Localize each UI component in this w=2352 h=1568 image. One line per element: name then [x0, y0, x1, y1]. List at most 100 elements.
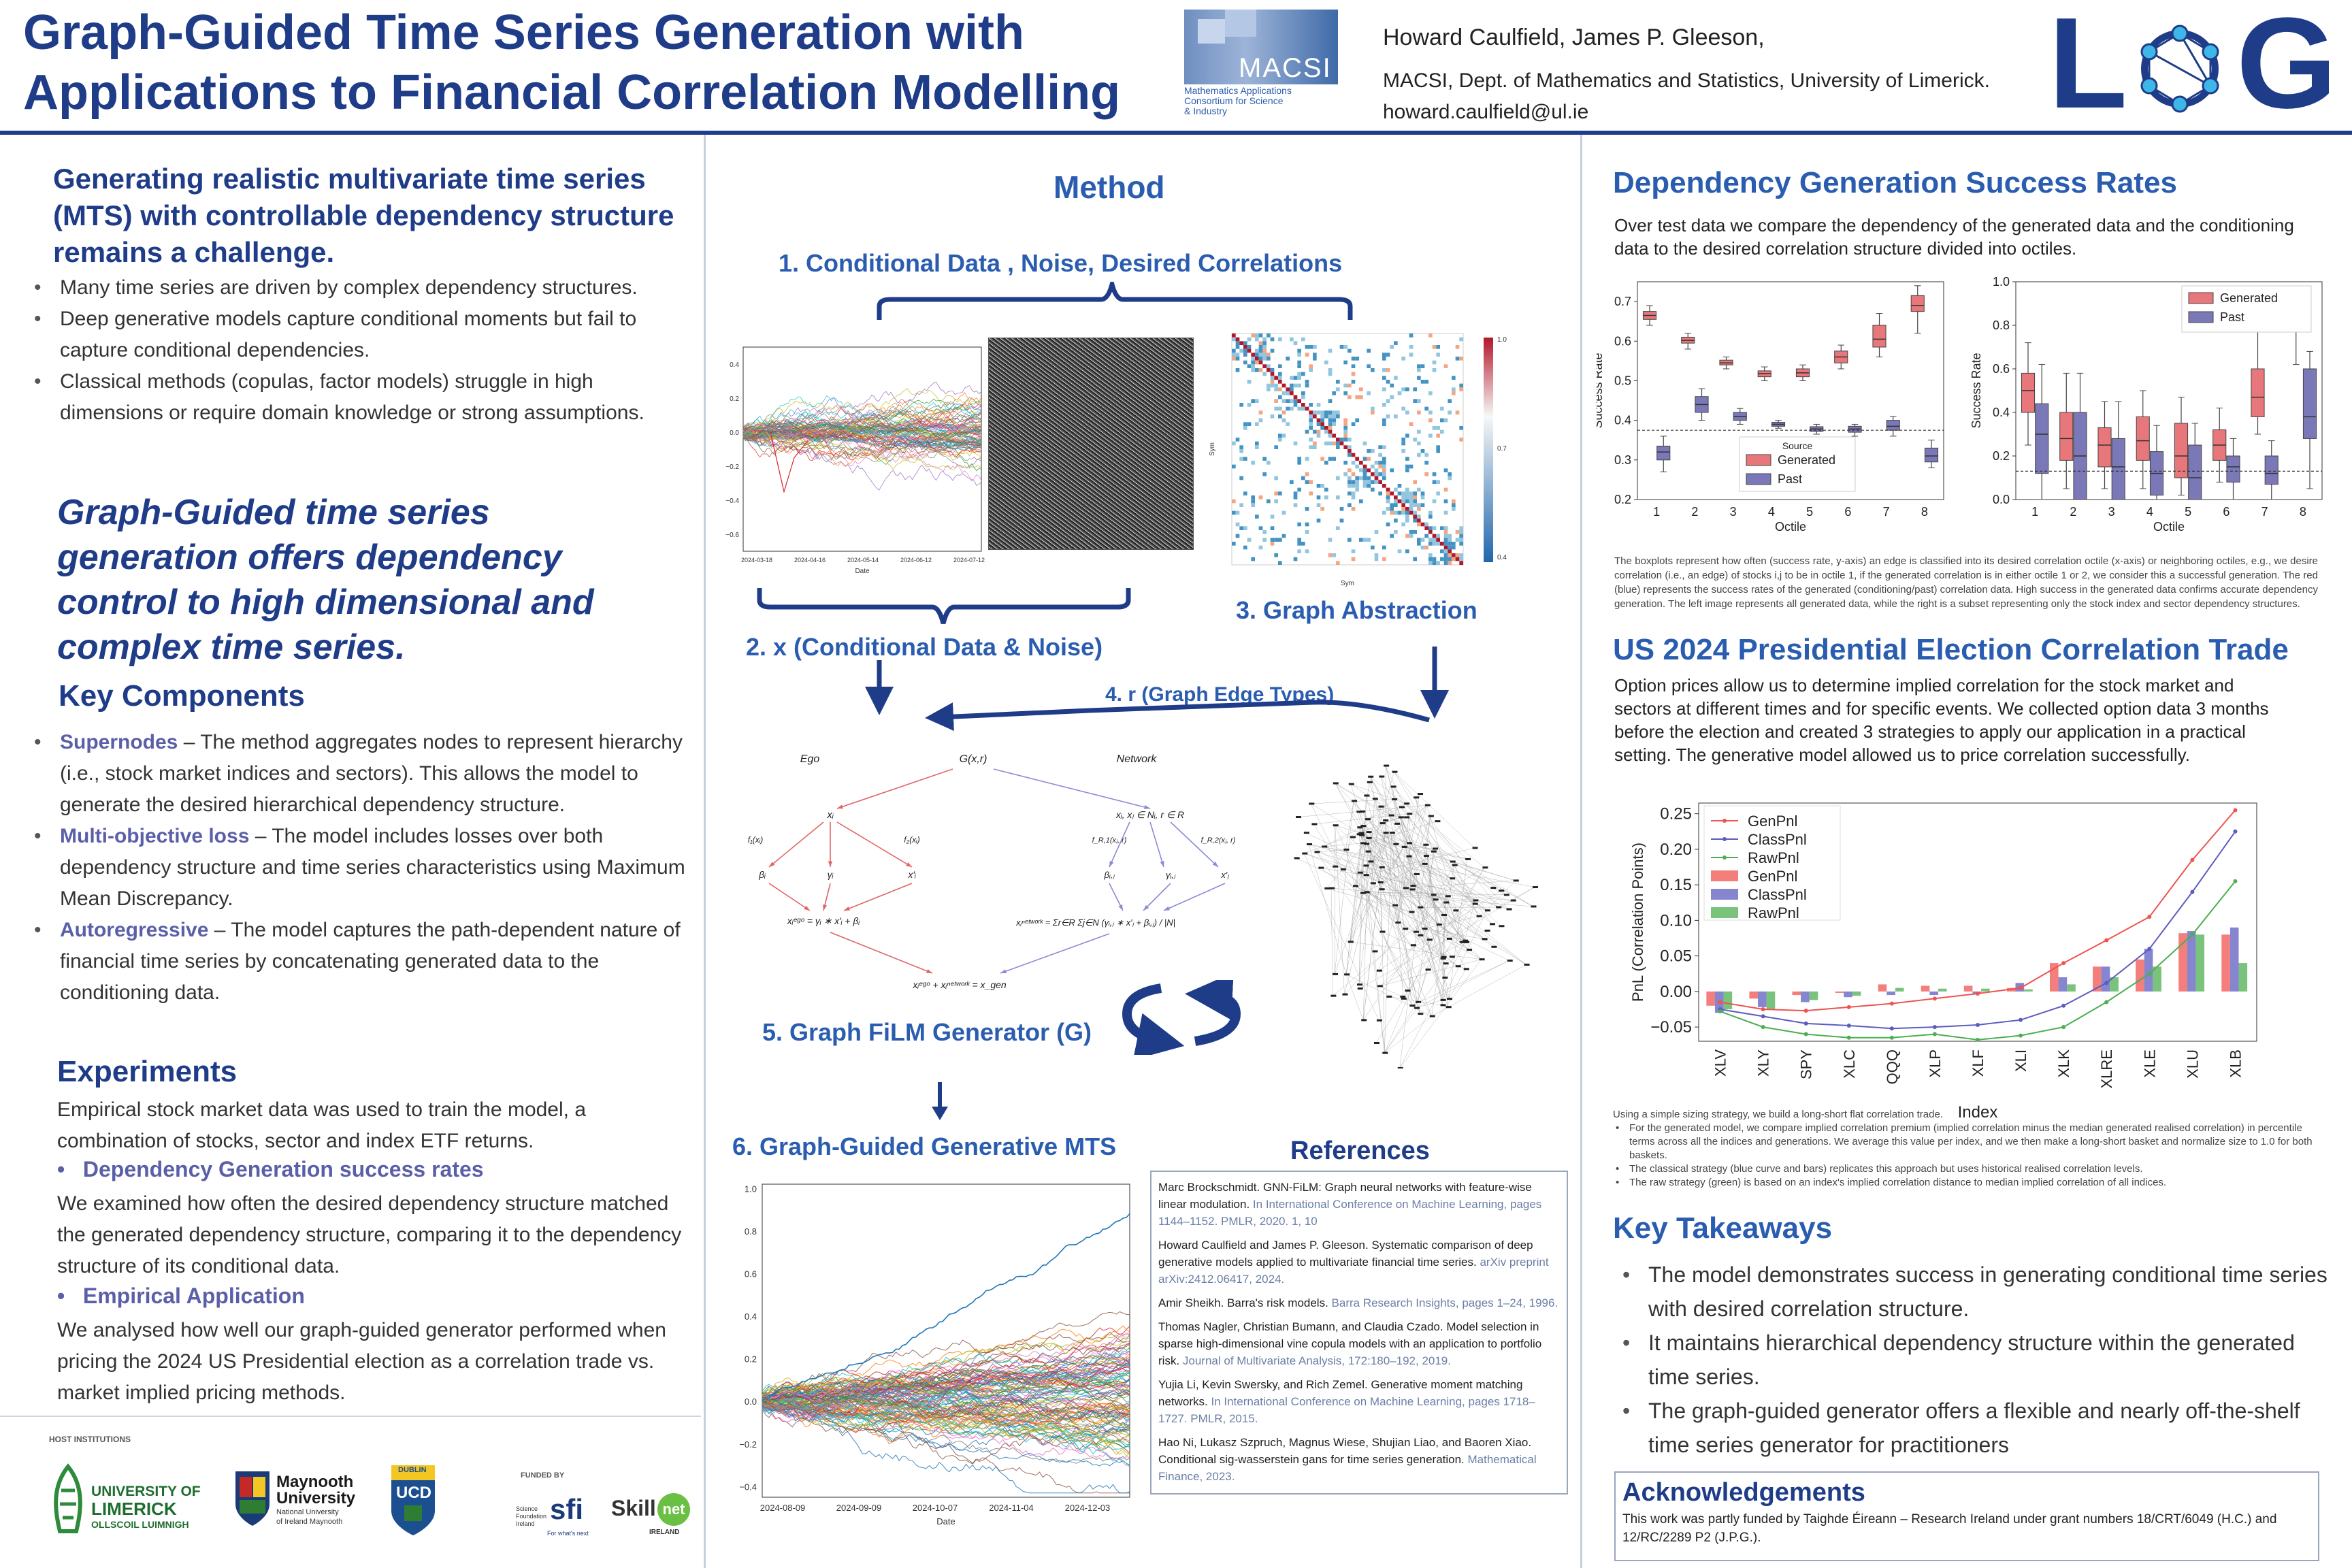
series-line — [762, 1371, 1130, 1422]
heatmap-cell — [1394, 530, 1398, 534]
heatmap-cell — [1328, 414, 1333, 419]
network-node — [1398, 816, 1404, 819]
heatmap-cell — [1413, 510, 1417, 515]
heatmap-cell — [1293, 376, 1298, 380]
diagram-arrowhead — [1118, 904, 1123, 911]
network-node — [1356, 811, 1362, 813]
heatmap-cell — [1247, 364, 1252, 368]
email[interactable]: howard.caulfield@ul.ie — [1383, 101, 1589, 123]
heatmap-cell — [1351, 507, 1356, 511]
heatmap-cell — [1293, 503, 1298, 507]
box-past — [1886, 420, 1900, 431]
heatmap-cell — [1290, 387, 1294, 391]
heatmap-cell — [1367, 468, 1371, 472]
series-line — [762, 1389, 1130, 1406]
network-edge — [1391, 832, 1404, 999]
box-past — [2111, 438, 2125, 500]
heatmap-cell — [1278, 364, 1282, 368]
heatmap-cell — [1440, 429, 1444, 434]
network-edge — [1391, 832, 1475, 904]
heatmap-y-label: Sym — [1209, 442, 1216, 456]
heatmap-cell — [1274, 376, 1278, 380]
heatmap-cell — [1459, 526, 1463, 530]
heatmap-cell — [1255, 399, 1259, 403]
heatmap-cell — [1297, 542, 1301, 546]
heatmap-cell — [1413, 387, 1417, 391]
heatmap-cell — [1452, 553, 1456, 557]
network-node — [1379, 866, 1385, 868]
heatmap-cell — [1436, 353, 1440, 357]
heatmap-cell — [1371, 464, 1375, 469]
network-node — [1379, 775, 1385, 778]
poster-header: Graph-Guided Time Series Generation with… — [0, 0, 2352, 133]
series-line — [762, 1379, 1130, 1420]
diagram-xi: xᵢ — [826, 809, 834, 821]
network-node — [1389, 832, 1395, 834]
network-edge — [1345, 826, 1363, 975]
maynooth-name-1: Maynooth — [276, 1473, 354, 1491]
network-edge — [1420, 867, 1485, 908]
heatmap-cell — [1432, 526, 1437, 530]
heatmap-cell — [1270, 380, 1275, 384]
dependency-title: Dependency Generation Success Rates — [1613, 166, 2177, 199]
heatmap-cell — [1351, 453, 1356, 457]
heatmap-cell — [1328, 418, 1333, 423]
heatmap-cell — [1235, 345, 1240, 349]
network-edge — [1399, 941, 1466, 1068]
series-line — [742, 419, 982, 443]
network-node — [1372, 950, 1378, 953]
diagram-arrowhead — [1144, 804, 1150, 809]
bar-genpnl — [2136, 959, 2144, 992]
reference-text: Hao Ni, Lukasz Szpruch, Magnus Wiese, Sh… — [1158, 1436, 1532, 1466]
network-edge — [1362, 896, 1448, 1021]
heatmap-cell — [1443, 557, 1448, 561]
ul-name-1: UNIVERSITY OF — [91, 1484, 201, 1499]
heatmap-cell — [1247, 345, 1252, 349]
diagram-f2: f₂(xᵢ) — [904, 835, 919, 845]
heatmap-cell — [1452, 391, 1456, 395]
skillnet-word-1: Skill — [611, 1496, 656, 1520]
network-node — [1414, 1007, 1420, 1009]
heatmap-cell — [1281, 434, 1286, 438]
network-node — [1414, 872, 1420, 875]
heatmap-cell — [1428, 553, 1433, 557]
heatmap-cell — [1305, 530, 1309, 534]
heatmap-cell — [1320, 418, 1324, 423]
network-node — [1401, 997, 1407, 1000]
experiment-2-title-text: Empirical Application — [82, 1284, 305, 1308]
heatmap-cell — [1336, 441, 1340, 446]
network-node — [1407, 842, 1413, 845]
diagram-f1: f₁(xᵢ) — [748, 835, 764, 845]
heatmap-cell — [1382, 357, 1386, 361]
heatmap-cell — [1232, 348, 1236, 353]
heatmap-cell — [1232, 441, 1236, 446]
heatmap-cell — [1374, 468, 1379, 472]
heatmap-cell — [1297, 487, 1301, 492]
heatmap-cell — [1401, 495, 1405, 500]
colorbar — [1484, 338, 1493, 562]
network-node — [1490, 923, 1496, 926]
heatmap-cell — [1235, 438, 1240, 442]
heatmap-cell — [1343, 429, 1348, 434]
network-node — [1472, 847, 1478, 849]
network-node — [1418, 934, 1424, 936]
heatmap-cell — [1251, 333, 1255, 338]
bar-genpnl — [1878, 984, 1887, 992]
network-node — [1303, 832, 1309, 834]
heatmap-cell — [1443, 418, 1448, 423]
heatmap-cell — [1432, 472, 1437, 476]
series-line — [762, 1332, 1130, 1405]
bottom-brace — [757, 588, 1131, 624]
method-column: Method 1. Conditional Data , Noise, Desi… — [708, 136, 1579, 1565]
heatmap-cell — [1301, 542, 1305, 546]
network-edge — [1296, 858, 1395, 906]
component-item: Supernodes – The method aggregates nodes… — [24, 727, 688, 821]
network-node — [1410, 944, 1416, 947]
heatmap-cell — [1371, 449, 1375, 453]
poster-title-line-2: Applications to Financial Correlation Mo… — [23, 65, 1121, 120]
heatmap-cell — [1417, 364, 1421, 368]
network-edge — [1304, 853, 1379, 1021]
acknowledgements-text: This work was partly funded by Taighde É… — [1622, 1512, 2277, 1545]
network-node — [1424, 804, 1431, 806]
heatmap-cell — [1440, 557, 1444, 561]
